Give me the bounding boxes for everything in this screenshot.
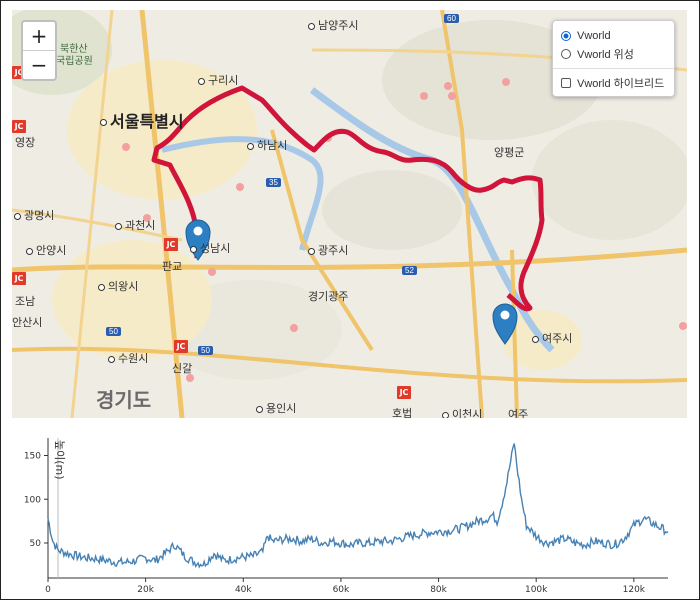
jc-badge: JC — [174, 340, 188, 353]
y-tick-label: 100 — [24, 495, 41, 505]
x-tick-label: 20k — [137, 585, 154, 595]
terrain-patch — [532, 120, 687, 240]
divider — [553, 68, 674, 69]
poi-marker — [679, 322, 687, 330]
layer-label: Vworld — [577, 30, 611, 42]
zoom-control: + − — [21, 20, 57, 81]
road-badge-60: 60 — [444, 14, 459, 23]
zoom-out-button[interactable]: − — [23, 50, 55, 79]
road-badge-50: 50 — [198, 346, 213, 355]
poi-marker — [444, 82, 452, 90]
urban-area — [52, 240, 212, 360]
elevation-chart[interactable]: 50 100 150 0 20k 40k 60k 80k 100k 120k 높이(m) — [0, 420, 700, 600]
map-view[interactable]: 60 35 52 50 50 JC JC JC JC JC JC 남양주시 북한… — [12, 10, 687, 418]
poi-marker — [186, 374, 194, 382]
zoom-in-button[interactable]: + — [30, 24, 48, 48]
terrain-patch — [382, 20, 602, 140]
terrain-patch — [322, 170, 462, 250]
river — [309, 87, 555, 353]
place-label: 이천시 — [442, 406, 482, 418]
road-badge-52: 52 — [402, 266, 417, 275]
place-label: 안양시 — [26, 242, 66, 258]
checkbox-icon[interactable] — [561, 78, 571, 88]
place-label: 수원시 — [108, 350, 148, 366]
y-axis-label: 높이(m) — [53, 440, 66, 480]
route-line — [151, 85, 545, 312]
elevation-line — [47, 443, 669, 569]
jc-badge: JC — [12, 120, 26, 133]
place-label-seoul: 서울특별시 — [100, 108, 184, 132]
poi-marker — [420, 92, 428, 100]
place-label: 양평군 — [494, 147, 525, 159]
place-label: 신갈 — [172, 363, 193, 375]
highway — [270, 129, 374, 352]
road-badge-35: 35 — [266, 178, 281, 187]
layer-label: Vworld 위성 — [577, 49, 634, 61]
place-label: 의왕시 — [98, 278, 138, 294]
region-label: 경기도 — [96, 390, 152, 412]
place-label: 여주 — [508, 409, 529, 418]
jc-badge: JC — [397, 386, 411, 399]
poi-marker — [208, 268, 216, 276]
poi-marker — [122, 143, 130, 151]
place-label: 광명시 — [14, 207, 54, 223]
x-tick-label: 40k — [235, 585, 252, 595]
place-label: 여주시 — [532, 330, 572, 346]
place-label: 호법 — [392, 408, 413, 418]
place-label: 용인시 — [256, 400, 296, 416]
end-marker[interactable] — [492, 303, 518, 345]
radio-icon[interactable] — [561, 31, 571, 41]
layer-option-satellite[interactable]: Vworld 위성 — [561, 45, 668, 63]
x-tick-label: 60k — [333, 585, 350, 595]
place-label: 구리시 — [198, 72, 238, 88]
layer-label: Vworld 하이브리드 — [577, 78, 665, 90]
place-label: 과천시 — [115, 217, 155, 233]
poi-marker — [236, 183, 244, 191]
place-label: 조남 — [15, 296, 36, 308]
place-label: 판교 — [162, 261, 183, 273]
park-label: 국립공원 — [56, 56, 93, 67]
highway — [510, 249, 519, 418]
map-canvas[interactable] — [12, 10, 687, 418]
jc-badge: JC — [164, 238, 178, 251]
y-tick-label: 150 — [24, 452, 41, 462]
x-tick-label: 100k — [525, 585, 548, 595]
radio-icon[interactable] — [561, 49, 571, 59]
y-axis: 50 100 150 — [24, 452, 48, 549]
x-tick-label: 80k — [430, 585, 447, 595]
place-label: 경기광주 — [308, 291, 349, 303]
highway — [12, 346, 687, 384]
place-label: 안산시 — [12, 317, 43, 329]
y-tick-label: 50 — [30, 539, 42, 549]
highway — [12, 247, 687, 273]
x-axis: 0 20k 40k 60k 80k 100k 120k — [45, 578, 646, 595]
layer-switcher: Vworld Vworld 위성 Vworld 하이브리드 — [552, 20, 675, 97]
poi-marker — [290, 324, 298, 332]
highway — [70, 10, 114, 418]
poi-marker — [448, 92, 456, 100]
road-badge-50: 50 — [106, 327, 121, 336]
place-label: 남양주시 — [308, 17, 358, 33]
place-label: 영장 — [15, 137, 36, 149]
place-label: 광주시 — [308, 242, 348, 258]
highway — [440, 10, 484, 418]
river — [161, 136, 324, 251]
layer-option-vworld[interactable]: Vworld — [561, 27, 668, 45]
place-label: 성남시 — [190, 240, 230, 256]
poi-marker — [502, 78, 510, 86]
jc-badge: JC — [12, 272, 26, 285]
park-label: 북한산 — [60, 44, 88, 55]
x-tick-label: 120k — [623, 585, 646, 595]
layer-option-hybrid[interactable]: Vworld 하이브리드 — [561, 74, 668, 92]
x-tick-label: 0 — [45, 585, 51, 595]
place-label: 하남시 — [247, 137, 287, 153]
